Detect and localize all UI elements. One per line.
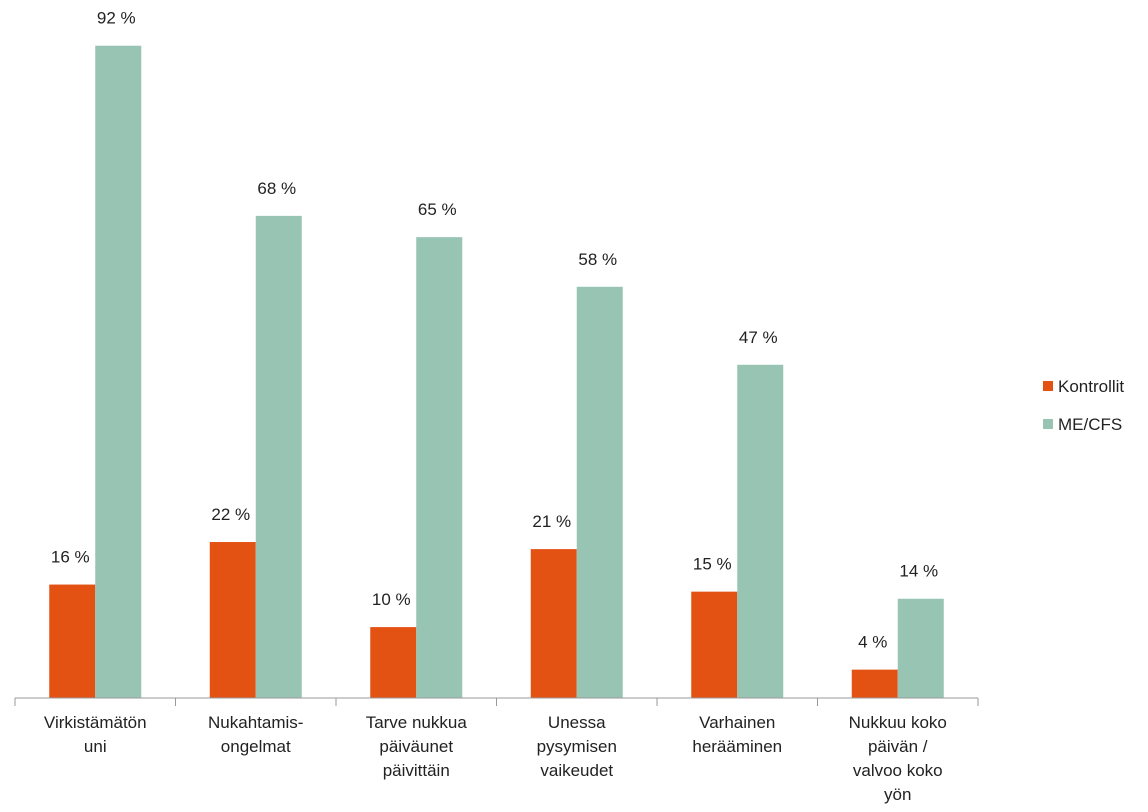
bar [530, 549, 577, 698]
x-tick-label: Nukkuu koko päivän / valvoo koko yön [849, 713, 947, 804]
bar [209, 542, 256, 698]
legend-swatch [1043, 419, 1053, 429]
x-tick-label: Unessa pysymisen vaikeudet [537, 713, 617, 780]
value-label: 16 % [51, 548, 90, 567]
value-label: 10 % [372, 590, 411, 609]
x-tick-label-line: Varhainen [699, 713, 775, 732]
bar [255, 215, 302, 698]
x-tick-label: Varhainen herääminen [692, 713, 782, 756]
value-label: 58 % [578, 250, 617, 269]
value-label: 14 % [899, 562, 938, 581]
x-tick-label: Virkistämätön uni [44, 713, 147, 756]
bar [370, 627, 417, 698]
x-tick-label-line: herääminen [692, 737, 782, 756]
value-label: 4 % [858, 633, 887, 652]
x-tick-label-line: Unessa [548, 713, 606, 732]
value-label: 21 % [532, 512, 571, 531]
legend-swatch [1043, 381, 1053, 391]
x-tick-label-line: päiväunet [379, 737, 453, 756]
x-tick-label-line: ongelmat [221, 737, 291, 756]
bar [851, 669, 898, 698]
x-tick-label-line: vaikeudet [540, 761, 613, 780]
value-label: 68 % [257, 179, 296, 198]
bar [416, 237, 463, 698]
bar [897, 598, 944, 698]
legend-label: Kontrollit [1058, 377, 1124, 396]
x-tick-label: Nukahtamis-ongelmat [208, 713, 303, 756]
x-tick-label-line: Virkistämätön [44, 713, 147, 732]
legend-label: ME/CFS [1058, 415, 1122, 434]
bar [95, 45, 142, 699]
x-tick-label: Tarve nukkua päiväunet päivittäin [366, 713, 468, 780]
value-label: 92 % [97, 9, 136, 28]
x-tick-label-line: päivittäin [383, 761, 450, 780]
x-tick-label-line: Nukahtamis- [208, 713, 303, 732]
value-label: 65 % [418, 200, 457, 219]
x-tick-label-line: päivän / [868, 737, 928, 756]
x-tick-label-line: Tarve nukkua [366, 713, 468, 732]
bar [576, 286, 623, 698]
x-tick-label-line: Nukkuu koko [849, 713, 947, 732]
bar [691, 591, 738, 698]
x-tick-label-line: yön [884, 785, 911, 804]
value-label: 47 % [739, 328, 778, 347]
x-tick-label-line: valvoo koko [853, 761, 943, 780]
x-tick-label-line: uni [84, 737, 107, 756]
value-label: 15 % [693, 555, 732, 574]
bar [737, 364, 784, 698]
bar [49, 584, 96, 698]
x-tick-label-line: pysymisen [537, 737, 617, 756]
value-label: 22 % [211, 505, 250, 524]
